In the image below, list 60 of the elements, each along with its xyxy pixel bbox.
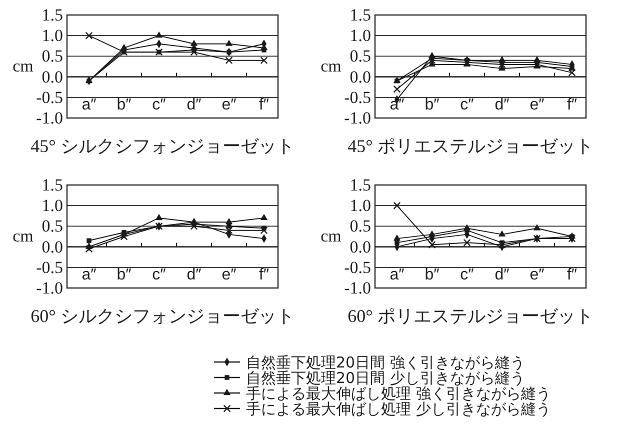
x-tick-label: c″ — [152, 266, 166, 284]
text: 60° シルクシフォンジョーゼット — [30, 306, 294, 326]
x-tick-label: c″ — [152, 96, 166, 114]
y-tick-label: 1.0 — [350, 196, 371, 216]
x-tick-label: d″ — [186, 266, 202, 284]
x-tick-label: b″ — [424, 96, 440, 114]
y-tick-label: 1.5 — [42, 175, 63, 194]
y-tick-label: 0.5 — [350, 46, 371, 66]
x-tick-label: b″ — [116, 266, 132, 284]
legend-label: 自然垂下処理20日間 強く引きながら縫う — [246, 354, 525, 372]
y-tick-label: -1.0 — [36, 278, 63, 298]
legend-label: 自然垂下処理20日間 少し引きながら縫う — [246, 369, 525, 387]
y-tick-label: -1.0 — [344, 108, 371, 128]
x-tick-label: f″ — [258, 96, 270, 114]
y-tick-label: 1.0 — [42, 196, 63, 216]
y-tick-label: 0.5 — [42, 216, 63, 236]
x-tick-label: e″ — [222, 266, 237, 284]
x-tick-label: e″ — [530, 96, 545, 114]
y-axis-title: cm — [12, 56, 34, 76]
y-tick-label: -1.0 — [36, 108, 63, 128]
legend-label: 手による最大伸ばし処理 少し引きながら縫う — [246, 400, 551, 418]
x-tick-label: b″ — [424, 266, 440, 284]
y-tick-label: 1.5 — [42, 5, 63, 24]
x-tick-label: f″ — [566, 96, 578, 114]
y-tick-label: 0.0 — [42, 67, 63, 86]
x-tick-label: e″ — [530, 266, 545, 284]
y-tick-label: 0.0 — [42, 237, 63, 256]
x-tick-label: e″ — [222, 96, 237, 114]
x-tick-label: a″ — [390, 266, 405, 284]
x-tick-label: c″ — [460, 96, 474, 114]
x-tick-label: d″ — [186, 96, 202, 114]
y-tick-label: 0.0 — [350, 67, 371, 86]
y-tick-label: -0.5 — [344, 88, 371, 107]
x-tick-label: b″ — [116, 96, 132, 114]
x-tick-label: a″ — [390, 96, 405, 114]
x-tick-label: f″ — [258, 266, 270, 284]
y-tick-label: 0.5 — [42, 46, 63, 66]
text: 45° ポリエステルジョーゼット — [348, 136, 594, 156]
y-tick-label: 1.0 — [42, 26, 63, 46]
y-tick-label: -1.0 — [344, 278, 371, 298]
text: 60° ポリエステルジョーゼット — [348, 306, 594, 326]
legend-label: 手による最大伸ばし処理 強く引きながら縫う — [246, 384, 551, 402]
x-tick-label: c″ — [460, 266, 474, 284]
y-tick-label: 0.5 — [350, 216, 371, 236]
y-axis-title: cm — [12, 226, 34, 246]
y-tick-label: -0.5 — [36, 258, 63, 277]
x-tick-label: a″ — [82, 266, 97, 284]
text: 45° シルクシフォンジョーゼット — [30, 136, 294, 156]
y-tick-label: 1.5 — [350, 5, 371, 24]
y-tick-label: 0.0 — [350, 237, 371, 256]
y-axis-title: cm — [320, 56, 342, 76]
y-tick-label: 1.0 — [350, 26, 371, 46]
x-tick-label: f″ — [566, 266, 578, 284]
x-tick-label: d″ — [494, 266, 510, 284]
x-tick-label: a″ — [82, 96, 97, 114]
x-tick-label: d″ — [494, 96, 510, 114]
y-tick-label: -0.5 — [36, 88, 63, 107]
y-axis-title: cm — [320, 226, 342, 246]
y-tick-label: 1.5 — [350, 175, 371, 194]
y-tick-label: -0.5 — [344, 258, 371, 277]
